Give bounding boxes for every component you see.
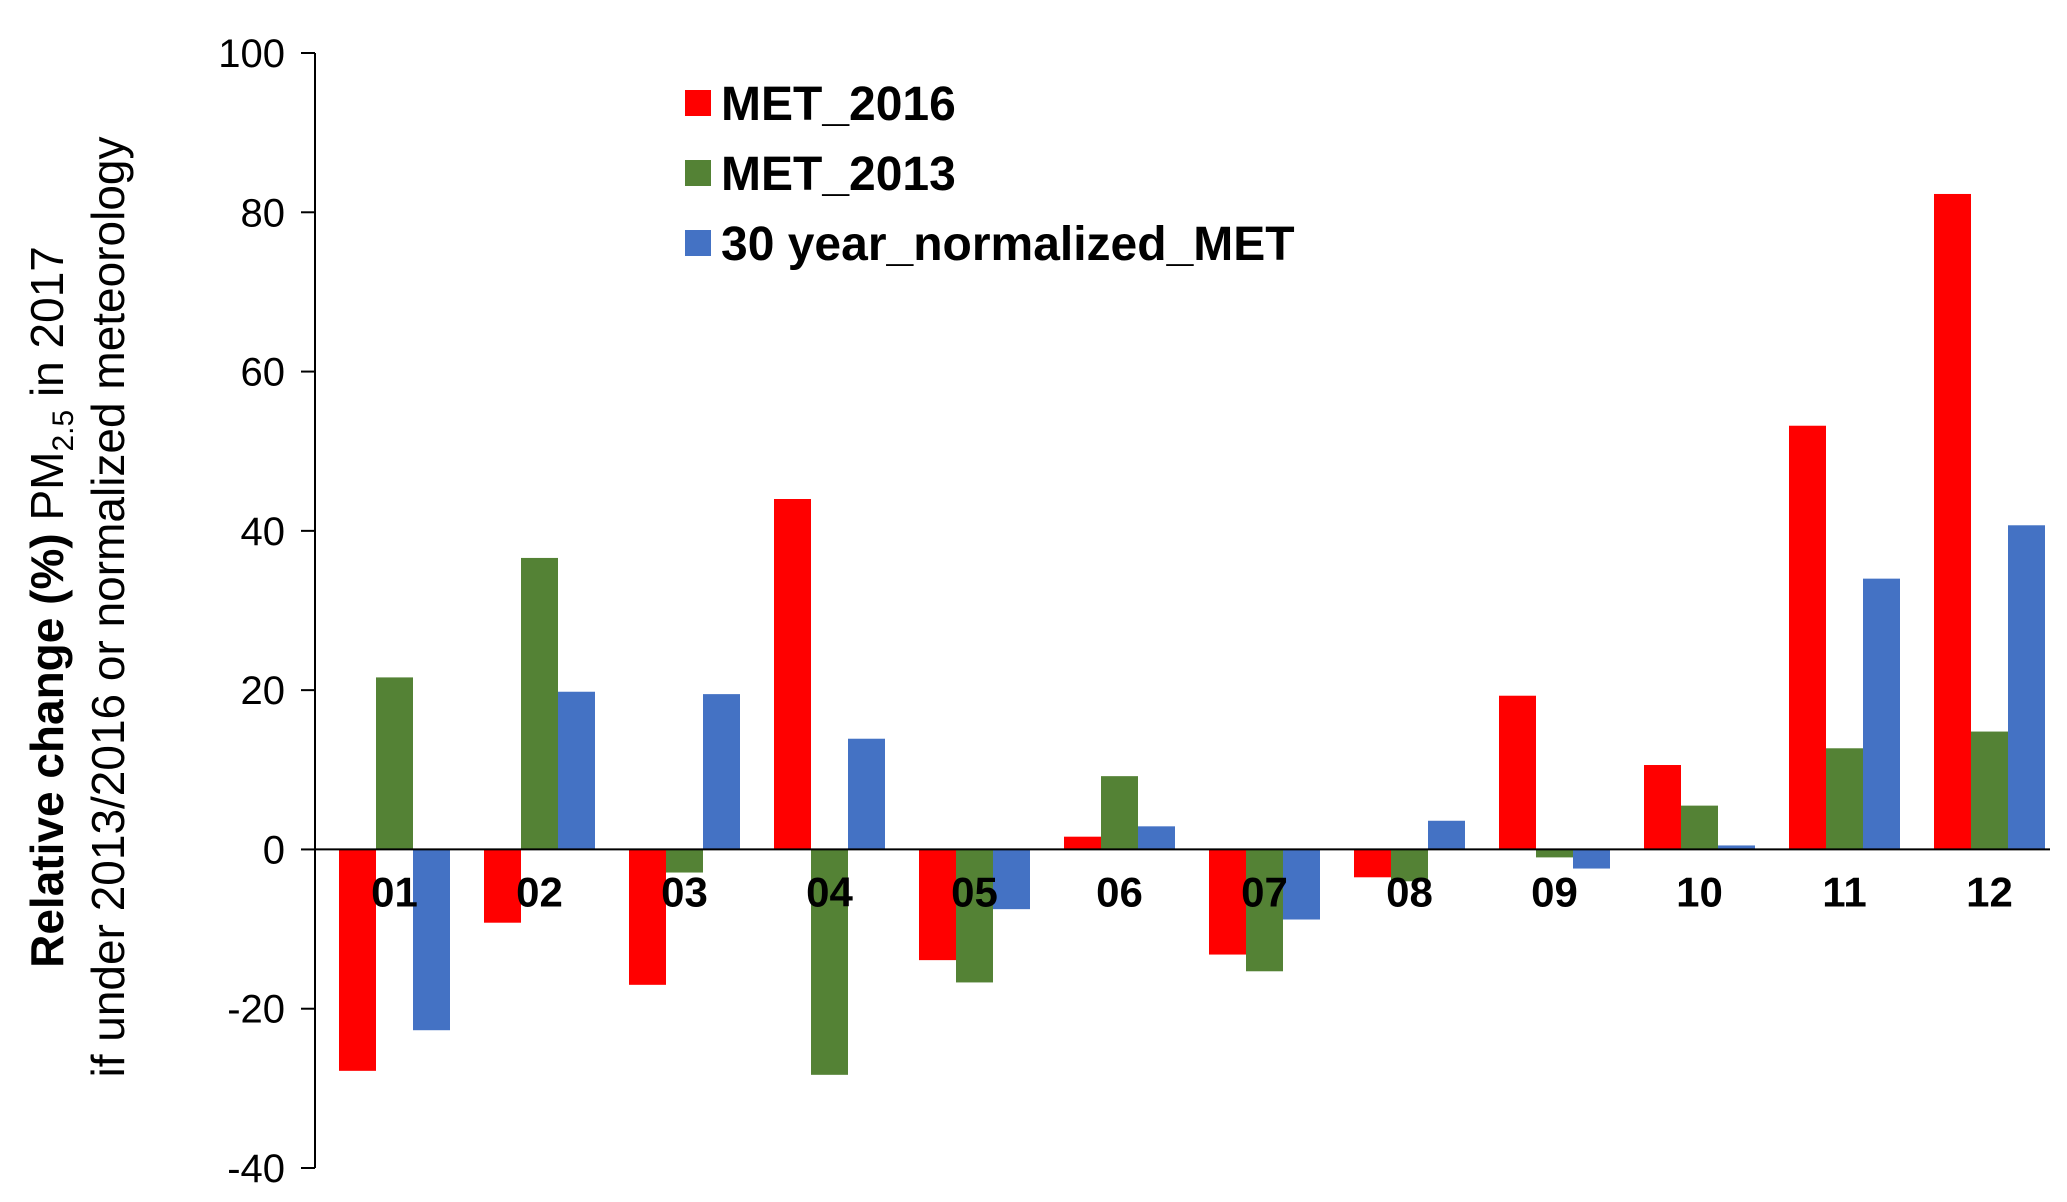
bar-met-2013-02 xyxy=(521,557,558,850)
y-tick-label: 40 xyxy=(241,510,286,554)
bar-30-year-normalized-met-02 xyxy=(558,691,595,850)
bar-met-2013-12 xyxy=(1971,731,2008,850)
y-axis-label-bold: Relative change (%) xyxy=(21,533,73,968)
bars-layer xyxy=(339,193,2045,1075)
y-tick-label: 20 xyxy=(241,669,286,713)
bar-met-2013-09 xyxy=(1536,849,1573,858)
y-tick-label: -20 xyxy=(227,988,285,1032)
bar-met-2013-07 xyxy=(1246,849,1283,972)
bar-met-2016-08 xyxy=(1354,849,1391,878)
axes-layer xyxy=(314,53,2050,1168)
x-category-label: 03 xyxy=(661,868,708,915)
bar-30-year-normalized-met-12 xyxy=(2008,525,2045,850)
y-tick-label: 80 xyxy=(241,191,286,235)
y-tick-label: 0 xyxy=(263,828,285,872)
x-category-labels: 01 02 03 04 05 06 07 08 09 10 11 12 xyxy=(371,868,2013,915)
legend-swatch xyxy=(685,90,711,116)
x-category-label: 09 xyxy=(1531,868,1578,915)
bar-met-2013-06 xyxy=(1101,776,1138,850)
bar-30-year-normalized-met-08 xyxy=(1428,820,1465,850)
bar-met-2013-08 xyxy=(1391,849,1428,882)
bar-30-year-normalized-met-07 xyxy=(1283,849,1320,920)
y-tick-label: 60 xyxy=(241,351,286,395)
x-category-label: 07 xyxy=(1241,868,1288,915)
bar-met-2013-10 xyxy=(1681,805,1718,850)
bar-met-2016-10 xyxy=(1644,765,1681,850)
bar-met-2013-01 xyxy=(376,677,413,850)
bar-met-2013-11 xyxy=(1826,748,1863,850)
bar-met-2016-09 xyxy=(1499,695,1536,850)
bar-met-2013-03 xyxy=(666,849,703,873)
y-axis-label-line2: if under 2013/2016 or normalized meteoro… xyxy=(82,136,134,1077)
y-axis-label: Relative change (%) PM2.5 in 2017 if und… xyxy=(21,136,134,1077)
y-ticks: -40 -20 0 20 40 60 80 100 xyxy=(218,32,315,1191)
bar-met-2016-01 xyxy=(339,849,376,1071)
y-axis-label-line1: Relative change (%) PM2.5 in 2017 xyxy=(21,246,80,968)
bar-30-year-normalized-met-06 xyxy=(1138,826,1175,850)
bar-30-year-normalized-met-05 xyxy=(993,849,1030,910)
bar-30-year-normalized-met-03 xyxy=(703,694,740,850)
bar-30-year-normalized-met-09 xyxy=(1573,849,1610,869)
legend-label: MET_2016 xyxy=(721,78,956,131)
x-category-label: 02 xyxy=(516,868,563,915)
x-category-label: 10 xyxy=(1676,868,1723,915)
y-axis-label-tail: in 2017 xyxy=(21,246,73,410)
bar-met-2013-04 xyxy=(811,849,848,1075)
x-category-label: 12 xyxy=(1966,868,2013,915)
bar-30-year-normalized-met-01 xyxy=(413,849,450,1031)
bar-met-2016-07 xyxy=(1209,849,1246,955)
legend-swatch xyxy=(685,230,711,256)
bar-met-2016-05 xyxy=(919,849,956,961)
x-category-label: 08 xyxy=(1386,868,1433,915)
legend-swatch xyxy=(685,160,711,186)
legend-label: MET_2013 xyxy=(721,148,956,201)
x-category-label: 06 xyxy=(1096,868,1143,915)
bar-met-2016-02 xyxy=(484,849,521,923)
x-category-label: 05 xyxy=(951,868,998,915)
y-axis-label-subscript: 2.5 xyxy=(47,410,80,452)
x-category-label: 04 xyxy=(806,868,853,915)
bar-met-2016-03 xyxy=(629,849,666,985)
bar-30-year-normalized-met-10 xyxy=(1718,845,1755,850)
bar-met-2013-05 xyxy=(956,849,993,983)
bar-met-2016-12 xyxy=(1934,193,1971,850)
bar-met-2016-11 xyxy=(1789,425,1826,850)
bar-30-year-normalized-met-04 xyxy=(848,738,885,850)
legend: MET_2016 MET_2013 30 year_normalized_MET xyxy=(685,78,1295,271)
x-category-label: 01 xyxy=(371,868,418,915)
bar-30-year-normalized-met-11 xyxy=(1863,578,1900,850)
y-tick-label: 100 xyxy=(218,32,285,76)
y-tick-label: -40 xyxy=(227,1147,285,1191)
x-category-label: 11 xyxy=(1822,868,1866,915)
legend-label: 30 year_normalized_MET xyxy=(721,218,1295,271)
bar-met-2016-06 xyxy=(1064,836,1101,850)
bar-met-2016-04 xyxy=(774,499,811,850)
y-axis-label-pm: PM xyxy=(21,452,73,534)
